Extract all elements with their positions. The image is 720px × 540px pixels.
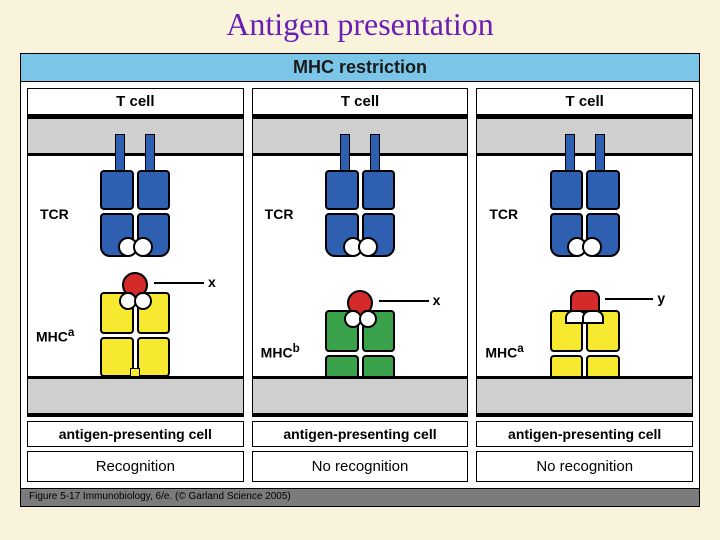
mhc-domain	[100, 337, 134, 377]
apc-membrane	[28, 376, 243, 416]
tcr-domain	[586, 213, 620, 257]
apc-membrane	[477, 376, 692, 416]
panel-2: T cell TCR	[252, 88, 469, 482]
tcr-domain	[100, 213, 134, 257]
mhc-label: MHCa	[485, 342, 523, 361]
result-label: No recognition	[252, 451, 469, 482]
tcell-label: T cell	[252, 88, 469, 115]
apc-membrane	[253, 376, 468, 416]
mhc-domain	[586, 310, 620, 352]
tcr-receptor	[325, 170, 395, 257]
mhc-domain	[550, 310, 584, 352]
mhc-label: MHCa	[36, 326, 74, 345]
mhc-domain	[325, 310, 359, 352]
tcr-domain	[137, 170, 171, 210]
panels-row: T cell TCR	[21, 82, 699, 488]
tcr-label: TCR	[40, 206, 69, 222]
tcr-label: TCR	[265, 206, 294, 222]
antigen-pointer	[605, 298, 653, 300]
figure-header: MHC restriction	[21, 54, 699, 82]
tcell-label: T cell	[27, 88, 244, 115]
mhc-complex	[100, 292, 170, 377]
tcr-stem	[565, 134, 575, 172]
page-title: Antigen presentation	[0, 0, 720, 53]
tcr-stem	[115, 134, 125, 172]
result-label: Recognition	[27, 451, 244, 482]
mhc-domain	[100, 292, 134, 334]
tcr-stem	[340, 134, 350, 172]
tcr-receptor	[100, 170, 170, 257]
tcr-domain	[586, 170, 620, 210]
mhc-domain	[137, 292, 171, 334]
apc-label: antigen-presenting cell	[252, 421, 469, 447]
panel-1: T cell TCR	[27, 88, 244, 482]
antigen-label: x	[208, 274, 216, 290]
tcr-domain	[137, 213, 171, 257]
tcr-stems	[340, 134, 380, 170]
tcr-domain	[550, 170, 584, 210]
mhc-label: MHCb	[261, 342, 300, 361]
tcr-stems	[565, 134, 605, 170]
tcr-stems	[115, 134, 155, 170]
panel-3: T cell TCR	[476, 88, 693, 482]
apc-label: antigen-presenting cell	[476, 421, 693, 447]
antigen-pointer	[154, 282, 204, 284]
tcell-label: T cell	[476, 88, 693, 115]
tcr-stem	[595, 134, 605, 172]
tcr-domain	[550, 213, 584, 257]
antigen-label: y	[657, 290, 665, 306]
apc-label: antigen-presenting cell	[27, 421, 244, 447]
figure-caption: Figure 5-17 Immunobiology, 6/e. (© Garla…	[21, 488, 699, 506]
mhc-domain	[137, 337, 171, 377]
tcr-domain	[325, 170, 359, 210]
antigen-peptide	[570, 290, 600, 312]
scene-1: TCR x MHCa	[27, 115, 244, 417]
tcr-stem	[145, 134, 155, 172]
tcr-receptor	[550, 170, 620, 257]
scene-3: TCR y MHCa	[476, 115, 693, 417]
mhc-domain	[362, 310, 396, 352]
tcr-domain	[325, 213, 359, 257]
tcr-domain	[362, 170, 396, 210]
tcr-stem	[370, 134, 380, 172]
tcr-domain	[100, 170, 134, 210]
scene-2: TCR x MHCb	[252, 115, 469, 417]
figure: MHC restriction T cell	[20, 53, 700, 507]
tcr-label: TCR	[489, 206, 518, 222]
antigen-pointer	[379, 300, 429, 302]
antigen-label: x	[433, 292, 441, 308]
tcr-domain	[362, 213, 396, 257]
result-label: No recognition	[476, 451, 693, 482]
